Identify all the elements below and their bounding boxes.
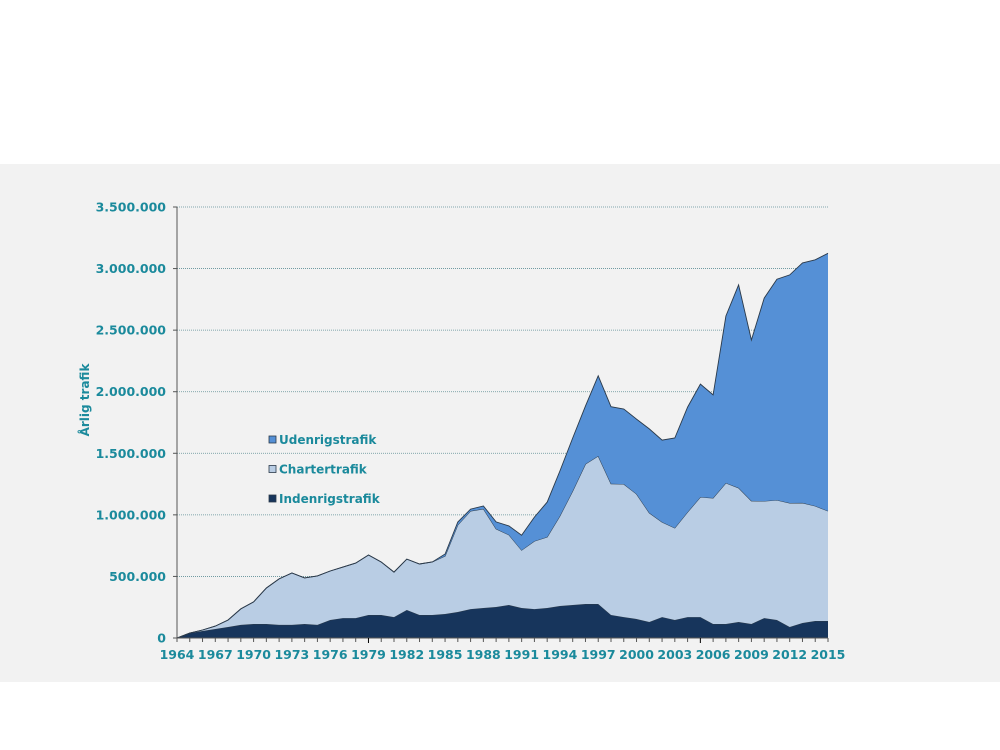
y-tick-label: 0 [157, 631, 166, 646]
x-tick-label: 1994 [543, 647, 578, 662]
area-chartertrafik [177, 456, 828, 638]
y-tick-label: 1.500.000 [96, 446, 167, 461]
legend-label: Indenrigstrafik [279, 492, 381, 506]
x-tick-label: 1976 [313, 647, 348, 662]
y-tick-label: 2.500.000 [96, 323, 167, 338]
legend-swatch [268, 494, 277, 503]
x-tick-label: 1973 [274, 647, 309, 662]
y-tick-label: 3.000.000 [96, 261, 167, 276]
x-tick-label: 2015 [811, 647, 846, 662]
x-tick-label: 2000 [619, 647, 654, 662]
x-tick-label: 2009 [734, 647, 769, 662]
x-tick-label: 2006 [696, 647, 731, 662]
x-tick-label: 1988 [466, 647, 501, 662]
area-series [176, 252, 829, 639]
y-tick-label: 500.000 [109, 569, 166, 584]
x-tick-label: 1985 [428, 647, 463, 662]
x-tick-labels: 1964 1967 1970 1973 1976 1979 1982 1985 1988 1991… [160, 647, 846, 662]
legend-swatch [268, 435, 277, 444]
y-axis-title: Årlig trafik [77, 363, 92, 437]
legend-swatch [268, 465, 277, 473]
x-tick-label: 1967 [198, 647, 233, 662]
x-tick-label: 2003 [657, 647, 692, 662]
x-tick-label: 1991 [504, 647, 539, 662]
legend: Udenrigstrafik Chartertrafik Indenrigstraf… [268, 433, 381, 506]
axes [173, 206, 829, 643]
x-tick-label: 1982 [389, 647, 424, 662]
y-tick-labels: 0 500.000 1.000.000 1.500.000 2.000.000 2.500… [96, 200, 167, 646]
area-udenrigstrafik [177, 253, 828, 639]
area-indenrigstrafik [177, 604, 828, 638]
legend-label: Chartertrafik [279, 463, 368, 477]
x-tick-label: 1997 [581, 647, 616, 662]
y-tick-label: 2.000.000 [96, 384, 167, 399]
x-tick-label: 1970 [236, 647, 271, 662]
y-tick-label: 3.500.000 [96, 200, 167, 215]
x-tick-label: 2012 [772, 647, 807, 662]
area-edge-udenrigstrafik [176, 252, 829, 639]
x-tick-label: 1979 [351, 647, 386, 662]
y-tick-label: 1.000.000 [96, 507, 167, 522]
x-tick-label: 1964 [160, 647, 195, 662]
legend-label: Udenrigstrafik [279, 433, 377, 447]
